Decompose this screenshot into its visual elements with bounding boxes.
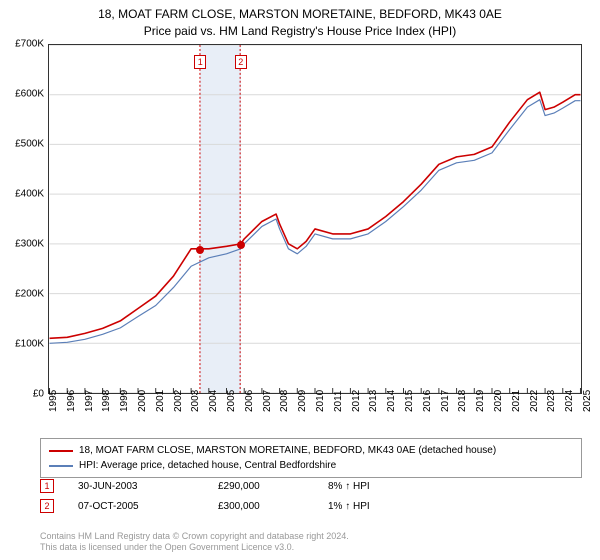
x-tick-label: 1998 — [101, 390, 112, 412]
y-tick-label: £0 — [33, 389, 44, 400]
x-tick-label: 2017 — [440, 390, 451, 412]
x-axis-labels: 1995199619971998199920002001200220032004… — [48, 396, 582, 436]
x-tick-label: 2018 — [457, 390, 468, 412]
x-tick-label: 1995 — [48, 390, 59, 412]
x-tick-label: 2021 — [511, 390, 522, 412]
x-tick-label: 2006 — [244, 390, 255, 412]
transaction-price-1: £300,000 — [218, 501, 328, 512]
x-tick-label: 2014 — [386, 390, 397, 412]
y-tick-label: £100K — [15, 339, 44, 350]
x-tick-label: 2007 — [262, 390, 273, 412]
transaction-marker-1: 2 — [40, 499, 54, 513]
transaction-row-1: 2 07-OCT-2005 £300,000 1% ↑ HPI — [40, 496, 582, 516]
x-tick-label: 2024 — [564, 390, 575, 412]
chart-title: 18, MOAT FARM CLOSE, MARSTON MORETAINE, … — [0, 0, 600, 40]
y-tick-label: £200K — [15, 289, 44, 300]
legend-swatch-0 — [49, 450, 73, 452]
legend-label-0: 18, MOAT FARM CLOSE, MARSTON MORETAINE, … — [79, 443, 496, 458]
legend-swatch-1 — [49, 465, 73, 467]
chart-marker-flag: 1 — [194, 55, 206, 69]
x-tick-label: 2002 — [173, 390, 184, 412]
y-tick-label: £700K — [15, 39, 44, 50]
transaction-date-1: 07-OCT-2005 — [78, 501, 218, 512]
legend: 18, MOAT FARM CLOSE, MARSTON MORETAINE, … — [40, 438, 582, 478]
transaction-date-0: 30-JUN-2003 — [78, 481, 218, 492]
legend-label-1: HPI: Average price, detached house, Cent… — [79, 458, 336, 473]
title-line-2: Price paid vs. HM Land Registry's House … — [0, 23, 600, 40]
x-tick-label: 1999 — [119, 390, 130, 412]
transaction-pct-1: 1% ↑ HPI — [328, 501, 408, 512]
y-tick-label: £500K — [15, 139, 44, 150]
x-tick-label: 2009 — [297, 390, 308, 412]
x-tick-label: 2015 — [404, 390, 415, 412]
chart-marker-dot — [196, 246, 204, 254]
y-tick-label: £600K — [15, 89, 44, 100]
transactions-table: 1 30-JUN-2003 £290,000 8% ↑ HPI 2 07-OCT… — [40, 476, 582, 516]
footer-line-1: Contains HM Land Registry data © Crown c… — [40, 531, 349, 543]
x-tick-label: 2013 — [368, 390, 379, 412]
x-tick-label: 2000 — [137, 390, 148, 412]
x-tick-label: 2023 — [546, 390, 557, 412]
x-tick-label: 2005 — [226, 390, 237, 412]
x-tick-label: 1996 — [66, 390, 77, 412]
x-tick-label: 2004 — [208, 390, 219, 412]
transaction-price-0: £290,000 — [218, 481, 328, 492]
y-tick-label: £300K — [15, 239, 44, 250]
x-tick-label: 2011 — [333, 390, 344, 412]
x-tick-label: 2012 — [351, 390, 362, 412]
legend-item-1: HPI: Average price, detached house, Cent… — [49, 458, 573, 473]
x-tick-label: 2022 — [529, 390, 540, 412]
x-tick-label: 2020 — [493, 390, 504, 412]
y-axis-labels: £0£100K£200K£300K£400K£500K£600K£700K — [0, 44, 46, 394]
x-tick-label: 2008 — [279, 390, 290, 412]
footer-line-2: This data is licensed under the Open Gov… — [40, 542, 349, 554]
chart-marker-flag: 2 — [235, 55, 247, 69]
x-tick-label: 2010 — [315, 390, 326, 412]
legend-item-0: 18, MOAT FARM CLOSE, MARSTON MORETAINE, … — [49, 443, 573, 458]
transaction-marker-0: 1 — [40, 479, 54, 493]
x-tick-label: 1997 — [84, 390, 95, 412]
y-tick-label: £400K — [15, 189, 44, 200]
x-tick-label: 2003 — [190, 390, 201, 412]
chart-plot-area: 12 — [48, 44, 582, 394]
x-tick-label: 2019 — [475, 390, 486, 412]
chart-marker-dot — [237, 241, 245, 249]
transaction-pct-0: 8% ↑ HPI — [328, 481, 408, 492]
x-tick-label: 2001 — [155, 390, 166, 412]
x-tick-label: 2025 — [582, 390, 593, 412]
transaction-row-0: 1 30-JUN-2003 £290,000 8% ↑ HPI — [40, 476, 582, 496]
footer: Contains HM Land Registry data © Crown c… — [40, 531, 349, 554]
title-line-1: 18, MOAT FARM CLOSE, MARSTON MORETAINE, … — [0, 6, 600, 23]
x-tick-label: 2016 — [422, 390, 433, 412]
chart-svg — [49, 45, 581, 393]
